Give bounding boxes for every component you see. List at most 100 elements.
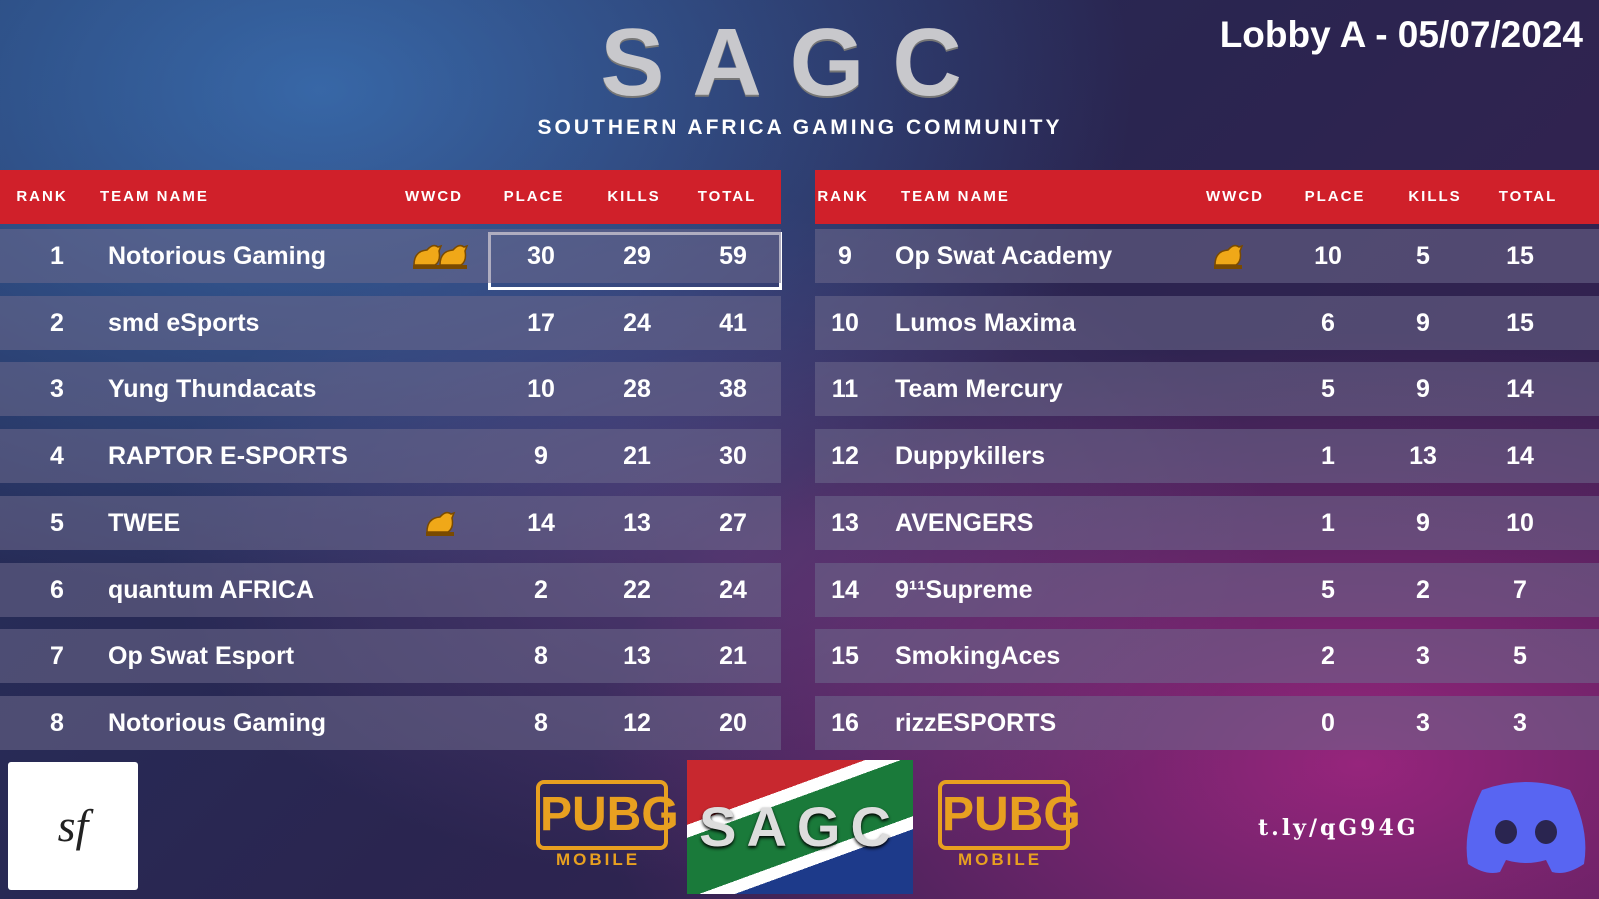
team-name: quantum AFRICA (108, 575, 314, 604)
place: 10 (1314, 242, 1342, 270)
team-name: Team Mercury (895, 375, 1063, 404)
table-row: 6 quantum AFRICA 2 22 24 (0, 562, 781, 617)
place: 30 (527, 242, 555, 270)
mobile-text: MOBILE (957, 850, 1043, 869)
team-name: TWEE (108, 508, 181, 537)
place: 14 (527, 508, 555, 537)
kills: 13 (623, 642, 651, 671)
rank: 7 (50, 642, 64, 671)
pubg-text: PUBG (938, 780, 1081, 850)
place: 8 (534, 708, 548, 737)
place: 0 (1321, 708, 1335, 737)
kills: 5 (1416, 242, 1430, 270)
rank: 1 (50, 242, 64, 270)
kills: 29 (623, 242, 651, 270)
table-row: 14 9¹¹Supreme 5 2 7 (815, 562, 1599, 617)
rank: 15 (831, 642, 859, 671)
mobile-text: MOBILE (555, 850, 641, 869)
total: 7 (1513, 575, 1527, 604)
column-header: KILLS (1408, 188, 1462, 205)
total: 21 (719, 642, 747, 671)
table-header: RANK TEAM NAME WWCD PLACE KILLS TOTAL (0, 170, 781, 224)
rank: 14 (831, 575, 859, 604)
chicken-icon (413, 244, 443, 269)
kills: 9 (1416, 508, 1430, 537)
table-row: 16 rizzESPORTS 0 3 3 (815, 695, 1599, 750)
flag-logo: SAGC (687, 760, 913, 894)
table-row: 5 TWEE 14 13 27 (0, 495, 781, 550)
rank: 13 (831, 508, 859, 537)
rank: 10 (831, 308, 859, 337)
logo: SAGC (600, 9, 990, 116)
rank: 2 (50, 308, 64, 337)
column-header: PLACE (1304, 188, 1366, 205)
rank: 3 (50, 375, 64, 404)
total: 14 (1506, 375, 1534, 404)
table-header: RANK TEAM NAME WWCD PLACE KILLS TOTAL (815, 170, 1599, 224)
place: 1 (1321, 508, 1335, 537)
total: 15 (1506, 242, 1534, 270)
table-row: 4 RAPTOR E-SPORTS 9 21 30 (0, 429, 781, 484)
table-row: 10 Lumos Maxima 6 9 15 (815, 295, 1599, 350)
total: 20 (719, 708, 747, 737)
table-row: 13 AVENGERS 1 9 10 (815, 495, 1599, 550)
total: 59 (719, 242, 747, 270)
wwcd-icons (1214, 241, 1244, 271)
wwcd-icons (426, 508, 456, 538)
discord-link: t.ly/qG94G (1258, 815, 1419, 841)
team-name: Duppykillers (895, 442, 1046, 471)
kills: 3 (1416, 708, 1430, 737)
place: 8 (534, 642, 548, 671)
rank: 16 (831, 708, 859, 737)
total: 3 (1513, 708, 1527, 737)
place: 2 (1321, 642, 1335, 671)
pubg-logo: PUBG MOBILE (536, 780, 679, 870)
column-header: TOTAL (1498, 188, 1558, 205)
kills: 9 (1416, 375, 1430, 404)
table-row: 8 Notorious Gaming 8 12 20 (0, 695, 781, 750)
kills: 28 (623, 375, 651, 404)
place: 17 (527, 308, 555, 337)
team-name: rizzESPORTS (895, 708, 1057, 737)
rank: 12 (831, 442, 859, 471)
kills: 21 (623, 442, 651, 471)
chicken-icon (426, 511, 456, 536)
kills: 12 (623, 708, 651, 737)
table-row: 3 Yung Thundacats 10 28 38 (0, 362, 781, 417)
team-name: Yung Thundacats (108, 375, 317, 404)
kills: 2 (1416, 575, 1430, 604)
kills: 22 (623, 575, 651, 604)
place: 10 (527, 375, 555, 404)
column-header: WWCD (405, 188, 463, 205)
place: 1 (1321, 442, 1335, 471)
column-header: TEAM NAME (901, 188, 1010, 205)
table-row: 15 SmokingAces 2 3 5 (815, 629, 1599, 684)
team-name: RAPTOR E-SPORTS (108, 442, 348, 471)
team-name: Lumos Maxima (895, 308, 1076, 337)
total: 14 (1506, 442, 1534, 471)
kills: 13 (1409, 442, 1437, 471)
subtitle: SOUTHERN AFRICA GAMING COMMUNITY (537, 116, 1063, 139)
team-name: 9¹¹Supreme (895, 575, 1033, 604)
table-row: 12 Duppykillers 1 13 14 (815, 429, 1599, 484)
rank: 5 (50, 508, 64, 537)
team-name: Notorious Gaming (108, 242, 327, 270)
rank: 11 (831, 375, 859, 404)
rank: 6 (50, 575, 64, 604)
wwcd-icons (413, 241, 469, 271)
column-header: TOTAL (697, 188, 757, 205)
kills: 24 (623, 308, 651, 337)
table-row: 1 Notorious Gaming 30 29 59 (0, 229, 781, 283)
place: 9 (534, 442, 548, 471)
total: 15 (1506, 308, 1534, 337)
place: 5 (1321, 575, 1335, 604)
pubg-logo: PUBG MOBILE (938, 780, 1081, 870)
column-header: KILLS (607, 188, 661, 205)
designer-badge: sf (8, 762, 138, 890)
rank: 9 (838, 242, 852, 270)
place: 5 (1321, 375, 1335, 404)
pubg-text: PUBG (536, 780, 679, 850)
column-header: TEAM NAME (100, 188, 209, 205)
chicken-icon (1214, 244, 1244, 269)
